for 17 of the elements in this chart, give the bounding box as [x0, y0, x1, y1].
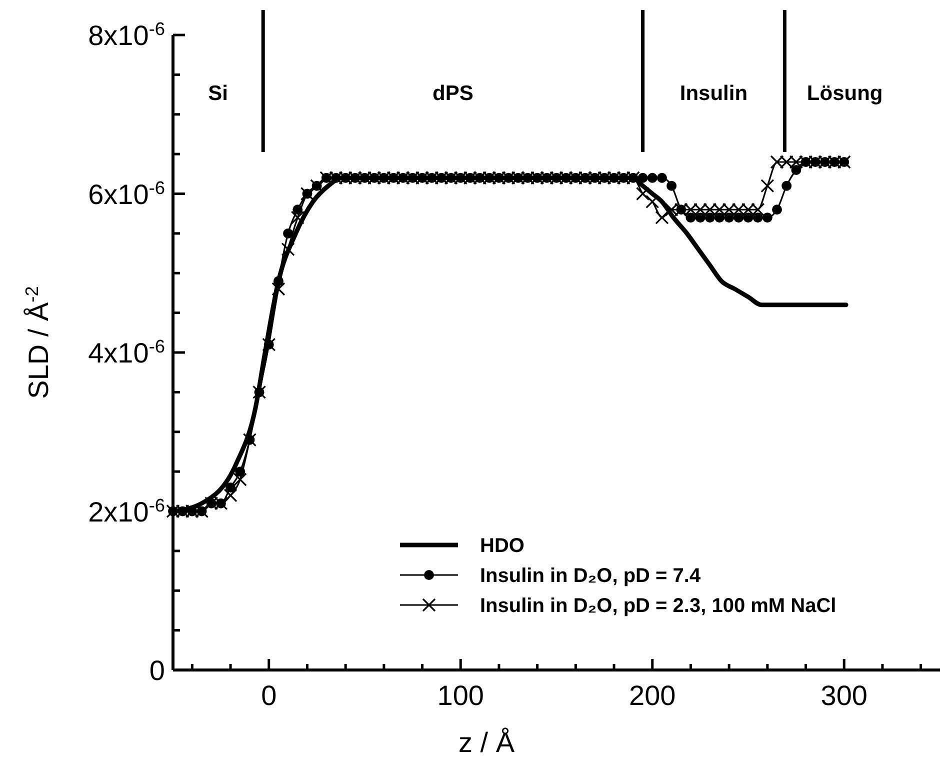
y-tick-label: 0 [149, 655, 165, 686]
y-tick-label: 6x10$^{-6}$ [88, 178, 165, 210]
y-tick-label: 2x10$^{-6}$ [88, 495, 165, 528]
legend-label: HDO [480, 535, 524, 557]
annotation: dPS [432, 82, 474, 105]
y-tick-label: 4x10$^{-6}$ [88, 336, 165, 368]
annotation: Insulin [680, 82, 748, 105]
legend-label: Insulin in D₂O, pD = 7.4 [480, 565, 702, 587]
x-tick-label: 200 [629, 680, 676, 711]
x-tick-label: 100 [437, 680, 484, 711]
annotation: Lösung [806, 82, 883, 105]
x-tick-label: 300 [820, 680, 868, 711]
x-tick-label: 0 [261, 680, 277, 711]
annotation: Si [208, 82, 228, 105]
x-axis-title: z / Å [458, 727, 515, 758]
legend-label: Insulin in D₂O, pD = 2.3, 100 mM NaCl [480, 595, 836, 617]
y-tick-label: 8x10$^{-6}$ [88, 19, 165, 51]
